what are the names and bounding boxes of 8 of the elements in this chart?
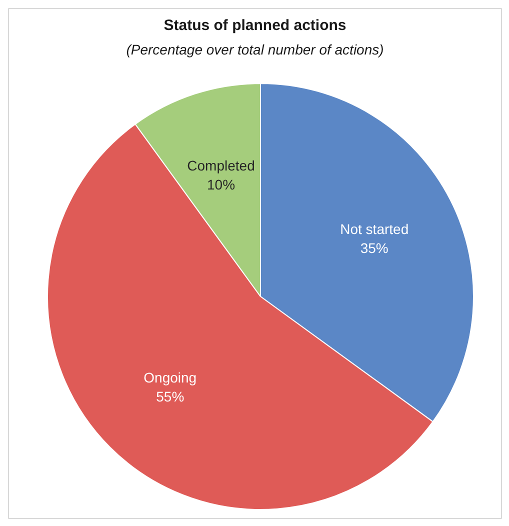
data-label: 10% (206, 176, 236, 192)
slice-label: Not started (340, 220, 409, 237)
chart-subtitle: (Percentage over total number of actions) (126, 42, 384, 58)
chart-title: Status of planned actions (164, 17, 346, 34)
data-label: 55% (156, 388, 184, 404)
slice-label: Completed (187, 157, 255, 174)
slice-label: Ongoing (144, 369, 197, 386)
data-label: 35% (360, 240, 388, 256)
